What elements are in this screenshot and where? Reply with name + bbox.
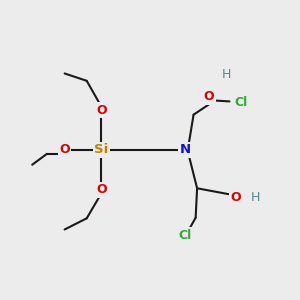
Text: N: N (180, 143, 191, 157)
Text: H: H (221, 68, 231, 80)
Text: O: O (204, 91, 214, 103)
Text: Cl: Cl (235, 96, 248, 110)
Text: O: O (230, 190, 241, 204)
Text: O: O (96, 183, 107, 196)
Text: Cl: Cl (179, 229, 192, 242)
Text: H: H (251, 190, 260, 204)
Text: Si: Si (94, 143, 109, 157)
Text: O: O (59, 143, 70, 157)
Text: O: O (96, 104, 107, 117)
